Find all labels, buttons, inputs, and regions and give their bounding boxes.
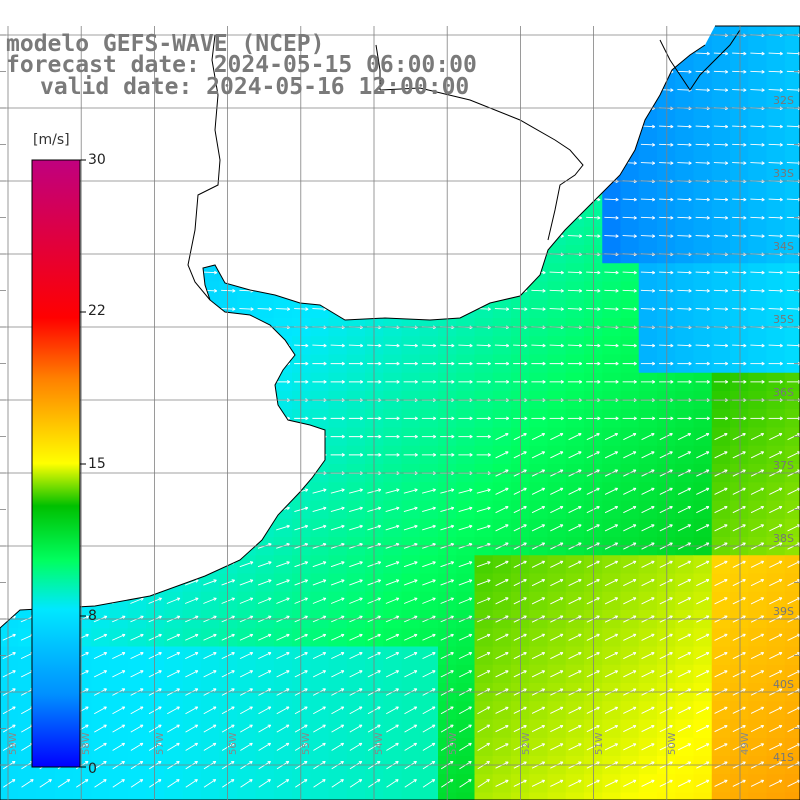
- lon-label: 55W: [301, 732, 312, 755]
- colorbar-tick: 30: [88, 152, 106, 168]
- lon-label: 49W: [740, 732, 751, 755]
- lat-label: 39S: [773, 605, 794, 618]
- lat-label: 37S: [773, 459, 794, 472]
- lat-label: 38S: [773, 532, 794, 545]
- colorbar-unit: [m/s]: [33, 132, 70, 148]
- model-title: modelo GEFS-WAVE (NCEP): [6, 31, 325, 57]
- lat-label: 36S: [773, 386, 794, 399]
- valid-date: valid date: 2024-05-16 12:00:00: [40, 74, 470, 100]
- lat-label: 33S: [773, 167, 794, 180]
- colorbar: [31, 159, 81, 768]
- colorbar-tick: 0: [88, 761, 97, 777]
- lon-label: 54W: [374, 732, 385, 755]
- colorbar-tick: 15: [88, 456, 106, 472]
- colorbar-tick: 22: [88, 303, 106, 319]
- forecast-date: forecast date: 2024-05-15 06:00:00: [6, 52, 477, 78]
- lat-label: 32S: [773, 94, 794, 107]
- border-line: [375, 44, 381, 90]
- lon-label: 57W: [155, 732, 166, 755]
- lagoon-line: [659, 29, 741, 91]
- lon-label: 56W: [228, 732, 239, 755]
- lon-label: 59W: [8, 732, 19, 755]
- lon-label: 51W: [594, 732, 605, 755]
- lat-label: 35S: [773, 313, 794, 326]
- border-line: [187, 34, 221, 301]
- lon-label: 53W: [448, 732, 459, 755]
- border-line: [379, 87, 584, 241]
- colorbar-tick: 8: [88, 608, 97, 624]
- lat-label: 34S: [773, 240, 794, 253]
- lon-label: 52W: [521, 732, 532, 755]
- lon-label: 50W: [667, 732, 678, 755]
- grid: [0, 26, 800, 800]
- lat-label: 41S: [773, 751, 794, 764]
- lon-label: 58W: [81, 732, 92, 755]
- lat-label: 40S: [773, 678, 794, 691]
